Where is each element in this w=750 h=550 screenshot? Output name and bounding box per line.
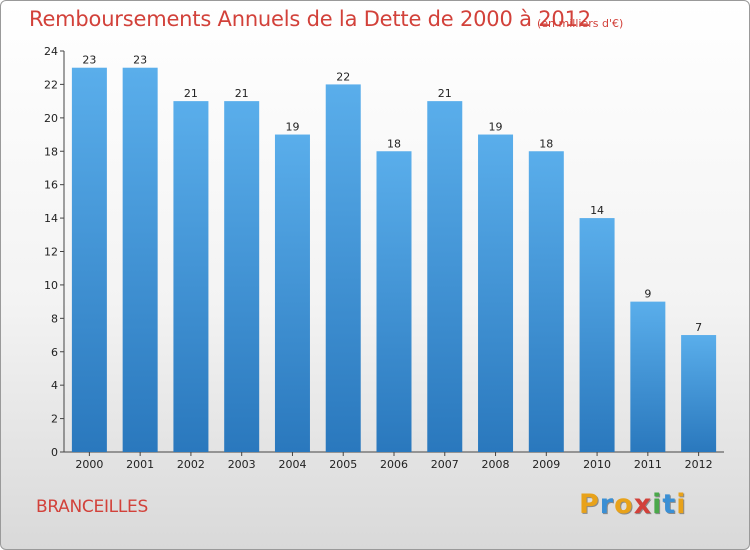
- x-tick-label: 2000: [75, 458, 103, 471]
- bar-value-label: 21: [438, 87, 452, 100]
- logo-letter: i: [652, 489, 663, 520]
- y-tick-label: 12: [44, 246, 58, 259]
- bar: [274, 134, 310, 452]
- x-tick-label: 2009: [532, 458, 560, 471]
- logo-letter: x: [633, 489, 653, 520]
- logo-letter: r: [599, 489, 615, 520]
- x-tick-label: 2011: [634, 458, 662, 471]
- x-tick-label: 2006: [380, 458, 408, 471]
- bar-value-label: 7: [695, 321, 702, 334]
- bar-value-label: 23: [82, 54, 96, 67]
- x-tick-label: 2007: [431, 458, 459, 471]
- bar: [630, 301, 666, 452]
- bar-value-label: 9: [644, 288, 651, 301]
- y-tick-label: 8: [51, 312, 58, 325]
- bar: [579, 218, 615, 452]
- y-tick-label: 20: [44, 112, 58, 125]
- bar: [376, 151, 412, 452]
- y-tick-label: 0: [51, 446, 58, 459]
- logo-letter: i: [676, 489, 687, 520]
- bar-value-label: 23: [133, 54, 147, 67]
- y-tick-label: 22: [44, 78, 58, 91]
- bar-value-label: 21: [235, 87, 249, 100]
- x-tick-label: 2008: [482, 458, 510, 471]
- x-tick-label: 2002: [177, 458, 205, 471]
- bar: [325, 84, 361, 453]
- x-tick-label: 2003: [228, 458, 256, 471]
- bar: [71, 67, 107, 452]
- x-tick-label: 2005: [329, 458, 357, 471]
- bar: [478, 134, 514, 452]
- y-tick-label: 16: [44, 179, 58, 192]
- bar-value-label: 14: [590, 204, 604, 217]
- y-tick-label: 10: [44, 279, 58, 292]
- chart-unit: (en milliers d'€): [537, 17, 624, 30]
- y-tick-label: 24: [44, 45, 58, 58]
- logo-letter: P: [579, 489, 600, 520]
- y-tick-label: 6: [51, 346, 58, 359]
- bar: [224, 101, 260, 452]
- logo-letter: o: [614, 489, 634, 520]
- x-tick-label: 2004: [278, 458, 306, 471]
- bar: [681, 335, 717, 452]
- bar: [528, 151, 564, 452]
- bar: [122, 67, 158, 452]
- bar-value-label: 19: [285, 121, 299, 134]
- bar-value-label: 22: [336, 70, 350, 83]
- logo-letter: t: [662, 489, 677, 520]
- y-tick-label: 2: [51, 413, 58, 426]
- x-tick-label: 2012: [685, 458, 713, 471]
- x-tick-label: 2001: [126, 458, 154, 471]
- bar: [427, 101, 463, 452]
- x-tick-label: 2010: [583, 458, 611, 471]
- y-tick-label: 18: [44, 145, 58, 158]
- bar: [173, 101, 209, 452]
- y-tick-label: 14: [44, 212, 58, 225]
- bar-value-label: 18: [387, 137, 401, 150]
- proxiti-logo: Proxiti: [579, 489, 687, 520]
- bar-value-label: 18: [539, 137, 553, 150]
- chart-title: Remboursements Annuels de la Dette de 20…: [29, 7, 591, 31]
- bar-value-label: 19: [489, 121, 503, 134]
- bar-value-label: 21: [184, 87, 198, 100]
- y-tick-label: 4: [51, 379, 58, 392]
- commune-name: BRANCEILLES: [36, 497, 148, 517]
